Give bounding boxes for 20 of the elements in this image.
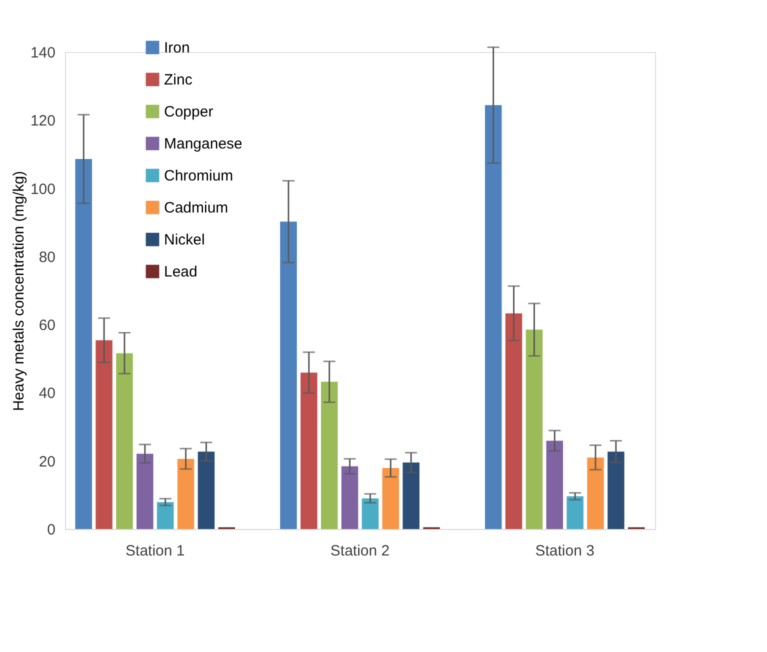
legend-label: Zinc: [164, 72, 193, 88]
legend-label: Lead: [164, 264, 198, 280]
y-tick-label: 40: [38, 385, 56, 402]
legend-label: Iron: [164, 40, 190, 56]
x-tick-label: Station 3: [535, 542, 594, 560]
y-axis-title: Heavy metals concentration (mg/kg): [10, 170, 28, 412]
legend-label: Chromium: [164, 168, 234, 184]
x-tick-label: Station 1: [126, 542, 185, 560]
y-tick-label: 140: [30, 44, 56, 62]
x-tick-label: Station 2: [330, 542, 390, 560]
y-tick-label: 100: [30, 180, 56, 198]
y-tick-label: 60: [38, 317, 56, 334]
legend-label: Copper: [164, 104, 214, 120]
legend-label: Nickel: [164, 232, 205, 248]
y-tick-label: 0: [47, 522, 56, 538]
legend-label: Cadmium: [164, 200, 228, 216]
y-tick-label: 80: [38, 248, 56, 266]
y-tick-label: 120: [30, 112, 56, 130]
legend-label: Manganese: [164, 136, 242, 152]
y-tick-label: 20: [38, 453, 56, 470]
